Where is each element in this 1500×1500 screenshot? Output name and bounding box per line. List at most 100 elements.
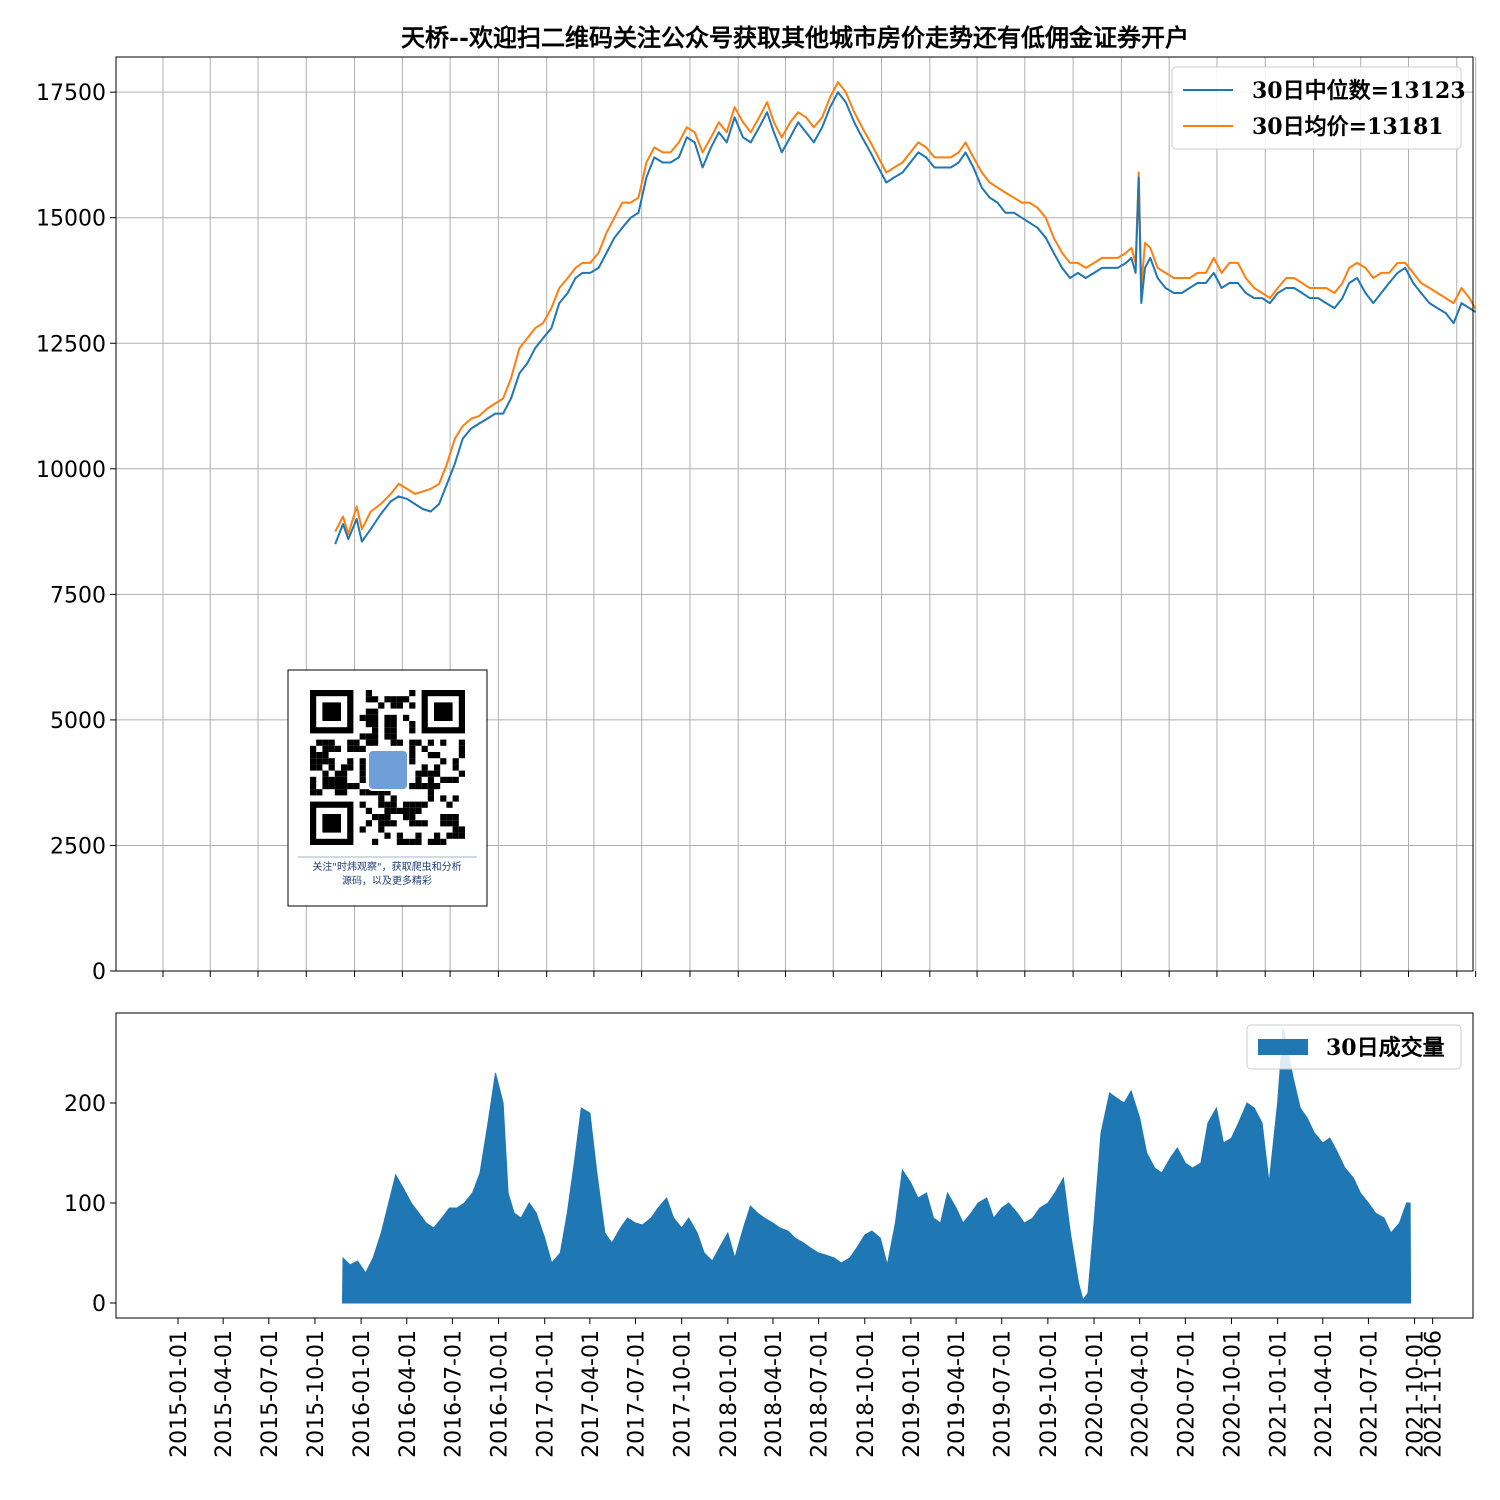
volume-y-axis: 0 100 200 — [64, 1092, 116, 1317]
qr-module — [316, 752, 323, 759]
qr-module — [359, 745, 366, 752]
qr-module — [341, 764, 348, 771]
qr-avatar-icon — [367, 749, 409, 791]
qr-module — [359, 714, 366, 721]
qr-module — [359, 770, 366, 777]
qr-module — [452, 795, 459, 802]
qr-module — [415, 838, 422, 845]
qr-module — [347, 783, 354, 790]
price-y-tick-label: 2500 — [50, 834, 106, 859]
price-y-tick-label: 15000 — [36, 207, 106, 232]
legend-volume-swatch — [1258, 1039, 1308, 1055]
qr-module — [353, 783, 360, 790]
qr-module — [396, 696, 403, 703]
qr-module — [347, 764, 354, 771]
qr-module — [372, 727, 379, 734]
qr-caption-line2: 源码，以及更多精彩 — [342, 874, 432, 887]
qr-code-box: 关注"时炜观察"，获取爬虫和分析 源码，以及更多精彩 — [287, 669, 488, 907]
qr-module — [446, 820, 453, 827]
qr-module — [452, 764, 459, 771]
qr-module — [384, 789, 391, 796]
qr-module — [458, 826, 465, 833]
volume-x-tick-label: 2015-04-01 — [212, 1330, 237, 1458]
qr-module — [365, 789, 372, 796]
qr-module — [421, 745, 428, 752]
qr-finder-core — [322, 814, 341, 833]
qr-module — [365, 721, 372, 728]
qr-module — [378, 820, 385, 827]
qr-module — [409, 814, 416, 821]
qr-module — [403, 807, 410, 814]
qr-module — [316, 758, 323, 765]
qr-module — [316, 789, 323, 796]
price-legend-frame — [1171, 66, 1462, 150]
chart-title: 天桥--欢迎扫二维码关注公众号获取其他城市房价走势还有低佣金证券开户 — [401, 23, 1189, 52]
qr-module — [390, 714, 397, 721]
qr-module — [384, 832, 391, 839]
price-y-tick-label: 17500 — [36, 81, 106, 106]
qr-module — [390, 801, 397, 808]
qr-module — [390, 721, 397, 728]
qr-module — [421, 770, 428, 777]
volume-x-tick-label: 2017-07-01 — [625, 1330, 650, 1458]
qr-module — [427, 739, 434, 746]
qr-module — [310, 752, 317, 759]
qr-module — [415, 739, 422, 746]
qr-module — [378, 826, 385, 833]
qr-module — [328, 758, 335, 765]
qr-module — [415, 770, 422, 777]
qr-module — [322, 776, 329, 783]
qr-module — [359, 733, 366, 740]
qr-module — [390, 739, 397, 746]
volume-x-tick-label: 2021-11-06 — [1422, 1330, 1447, 1458]
volume-x-tick-label: 2021-04-01 — [1312, 1330, 1337, 1458]
qr-module — [427, 776, 434, 783]
price-y-tick-label: 5000 — [50, 709, 106, 734]
qr-module — [427, 752, 434, 759]
qr-module — [446, 814, 453, 821]
price-line-chart: 0 2500 5000 7500 10000 12500 15000 17500 30日中位数… — [36, 56, 1477, 985]
volume-x-tick-label: 2015-10-01 — [304, 1330, 329, 1458]
qr-module — [409, 739, 416, 746]
qr-module — [353, 745, 360, 752]
qr-module — [384, 696, 391, 703]
qr-module — [378, 702, 385, 709]
volume-x-tick-label: 2019-07-01 — [991, 1330, 1016, 1458]
qr-module — [384, 721, 391, 728]
qr-module — [409, 820, 416, 827]
qr-module — [390, 795, 397, 802]
qr-module — [434, 770, 441, 777]
qr-module — [347, 758, 354, 765]
qr-module — [372, 721, 379, 728]
median-price-line — [334, 91, 1477, 545]
qr-module — [458, 752, 465, 759]
qr-module — [409, 721, 416, 728]
qr-module — [440, 814, 447, 821]
qr-module — [427, 795, 434, 802]
volume-x-tick-label: 2020-07-01 — [1174, 1330, 1199, 1458]
qr-module — [446, 776, 453, 783]
qr-module — [421, 764, 428, 771]
qr-module — [328, 745, 335, 752]
qr-finder-core — [322, 702, 341, 721]
qr-module — [434, 764, 441, 771]
price-grid — [116, 57, 1477, 972]
qr-module — [378, 801, 385, 808]
qr-module — [384, 807, 391, 814]
volume-x-tick-label: 2017-04-01 — [579, 1330, 604, 1458]
qr-module — [384, 814, 391, 821]
volume-x-tick-label: 2017-01-01 — [534, 1330, 559, 1458]
qr-module — [316, 764, 323, 771]
qr-module — [322, 739, 329, 746]
qr-module — [372, 708, 379, 715]
qr-module — [446, 832, 453, 839]
qr-module — [409, 752, 416, 759]
qr-module — [403, 714, 410, 721]
price-y-tick-label: 0 — [92, 960, 106, 985]
qr-module — [334, 745, 341, 752]
qr-module — [440, 820, 447, 827]
volume-x-tick-label: 2015-07-01 — [258, 1330, 283, 1458]
qr-module — [434, 838, 441, 845]
qr-module — [427, 770, 434, 777]
volume-series — [341, 1027, 1412, 1304]
